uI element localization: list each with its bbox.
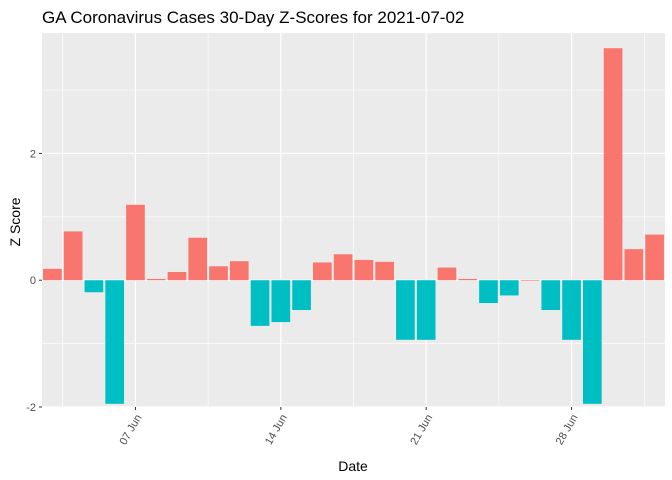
- bar-12: [271, 280, 291, 323]
- bars: [43, 48, 664, 404]
- chart-title: GA Coronavirus Cases 30-Day Z-Scores for…: [42, 8, 464, 27]
- bar-15: [333, 254, 353, 281]
- bar-10: [229, 261, 249, 281]
- bar-9: [209, 266, 228, 281]
- bar-19: [416, 280, 436, 340]
- bar-30: [645, 234, 664, 281]
- bar-20: [437, 267, 457, 281]
- bar-25: [541, 280, 561, 311]
- y-tick-label: 0: [30, 275, 36, 287]
- x-tick-label: 28 Jun: [554, 413, 581, 448]
- bar-4: [105, 280, 125, 404]
- x-axis: 07 Jun 14 Jun 21 Jun 28 Jun: [118, 407, 581, 447]
- major-gridlines: [42, 33, 665, 408]
- y-axis-title: Z Score: [7, 197, 23, 246]
- x-axis-title: Date: [338, 458, 368, 474]
- x-tick-label: 07 Jun: [118, 413, 145, 448]
- bar-11: [250, 280, 270, 326]
- bar-13: [292, 280, 311, 311]
- minor-gridlines: [42, 33, 665, 407]
- x-tick-label: 21 Jun: [408, 413, 435, 448]
- bar-5: [126, 204, 145, 281]
- y-tick-label: 2: [30, 148, 36, 160]
- y-axis: -2 0 2: [26, 148, 42, 414]
- bar-27: [582, 280, 602, 404]
- bar-18: [396, 280, 415, 340]
- y-tick-label: -2: [26, 402, 36, 414]
- bar-29: [624, 249, 644, 281]
- bar-3: [84, 280, 104, 293]
- bar-2: [63, 231, 83, 281]
- bar-8: [188, 237, 208, 281]
- bar-28: [603, 48, 623, 281]
- bar-16: [354, 259, 374, 281]
- bar-6: [146, 278, 166, 281]
- bar-1: [43, 268, 62, 281]
- bar-14: [313, 262, 332, 281]
- x-tick-label: 14 Jun: [263, 413, 290, 448]
- bar-7: [167, 271, 187, 281]
- bar-24: [520, 280, 540, 281]
- bar-22: [479, 280, 498, 304]
- bar-26: [562, 280, 581, 340]
- bar-23: [499, 280, 519, 296]
- bar-17: [375, 261, 394, 281]
- bar-21: [458, 278, 478, 281]
